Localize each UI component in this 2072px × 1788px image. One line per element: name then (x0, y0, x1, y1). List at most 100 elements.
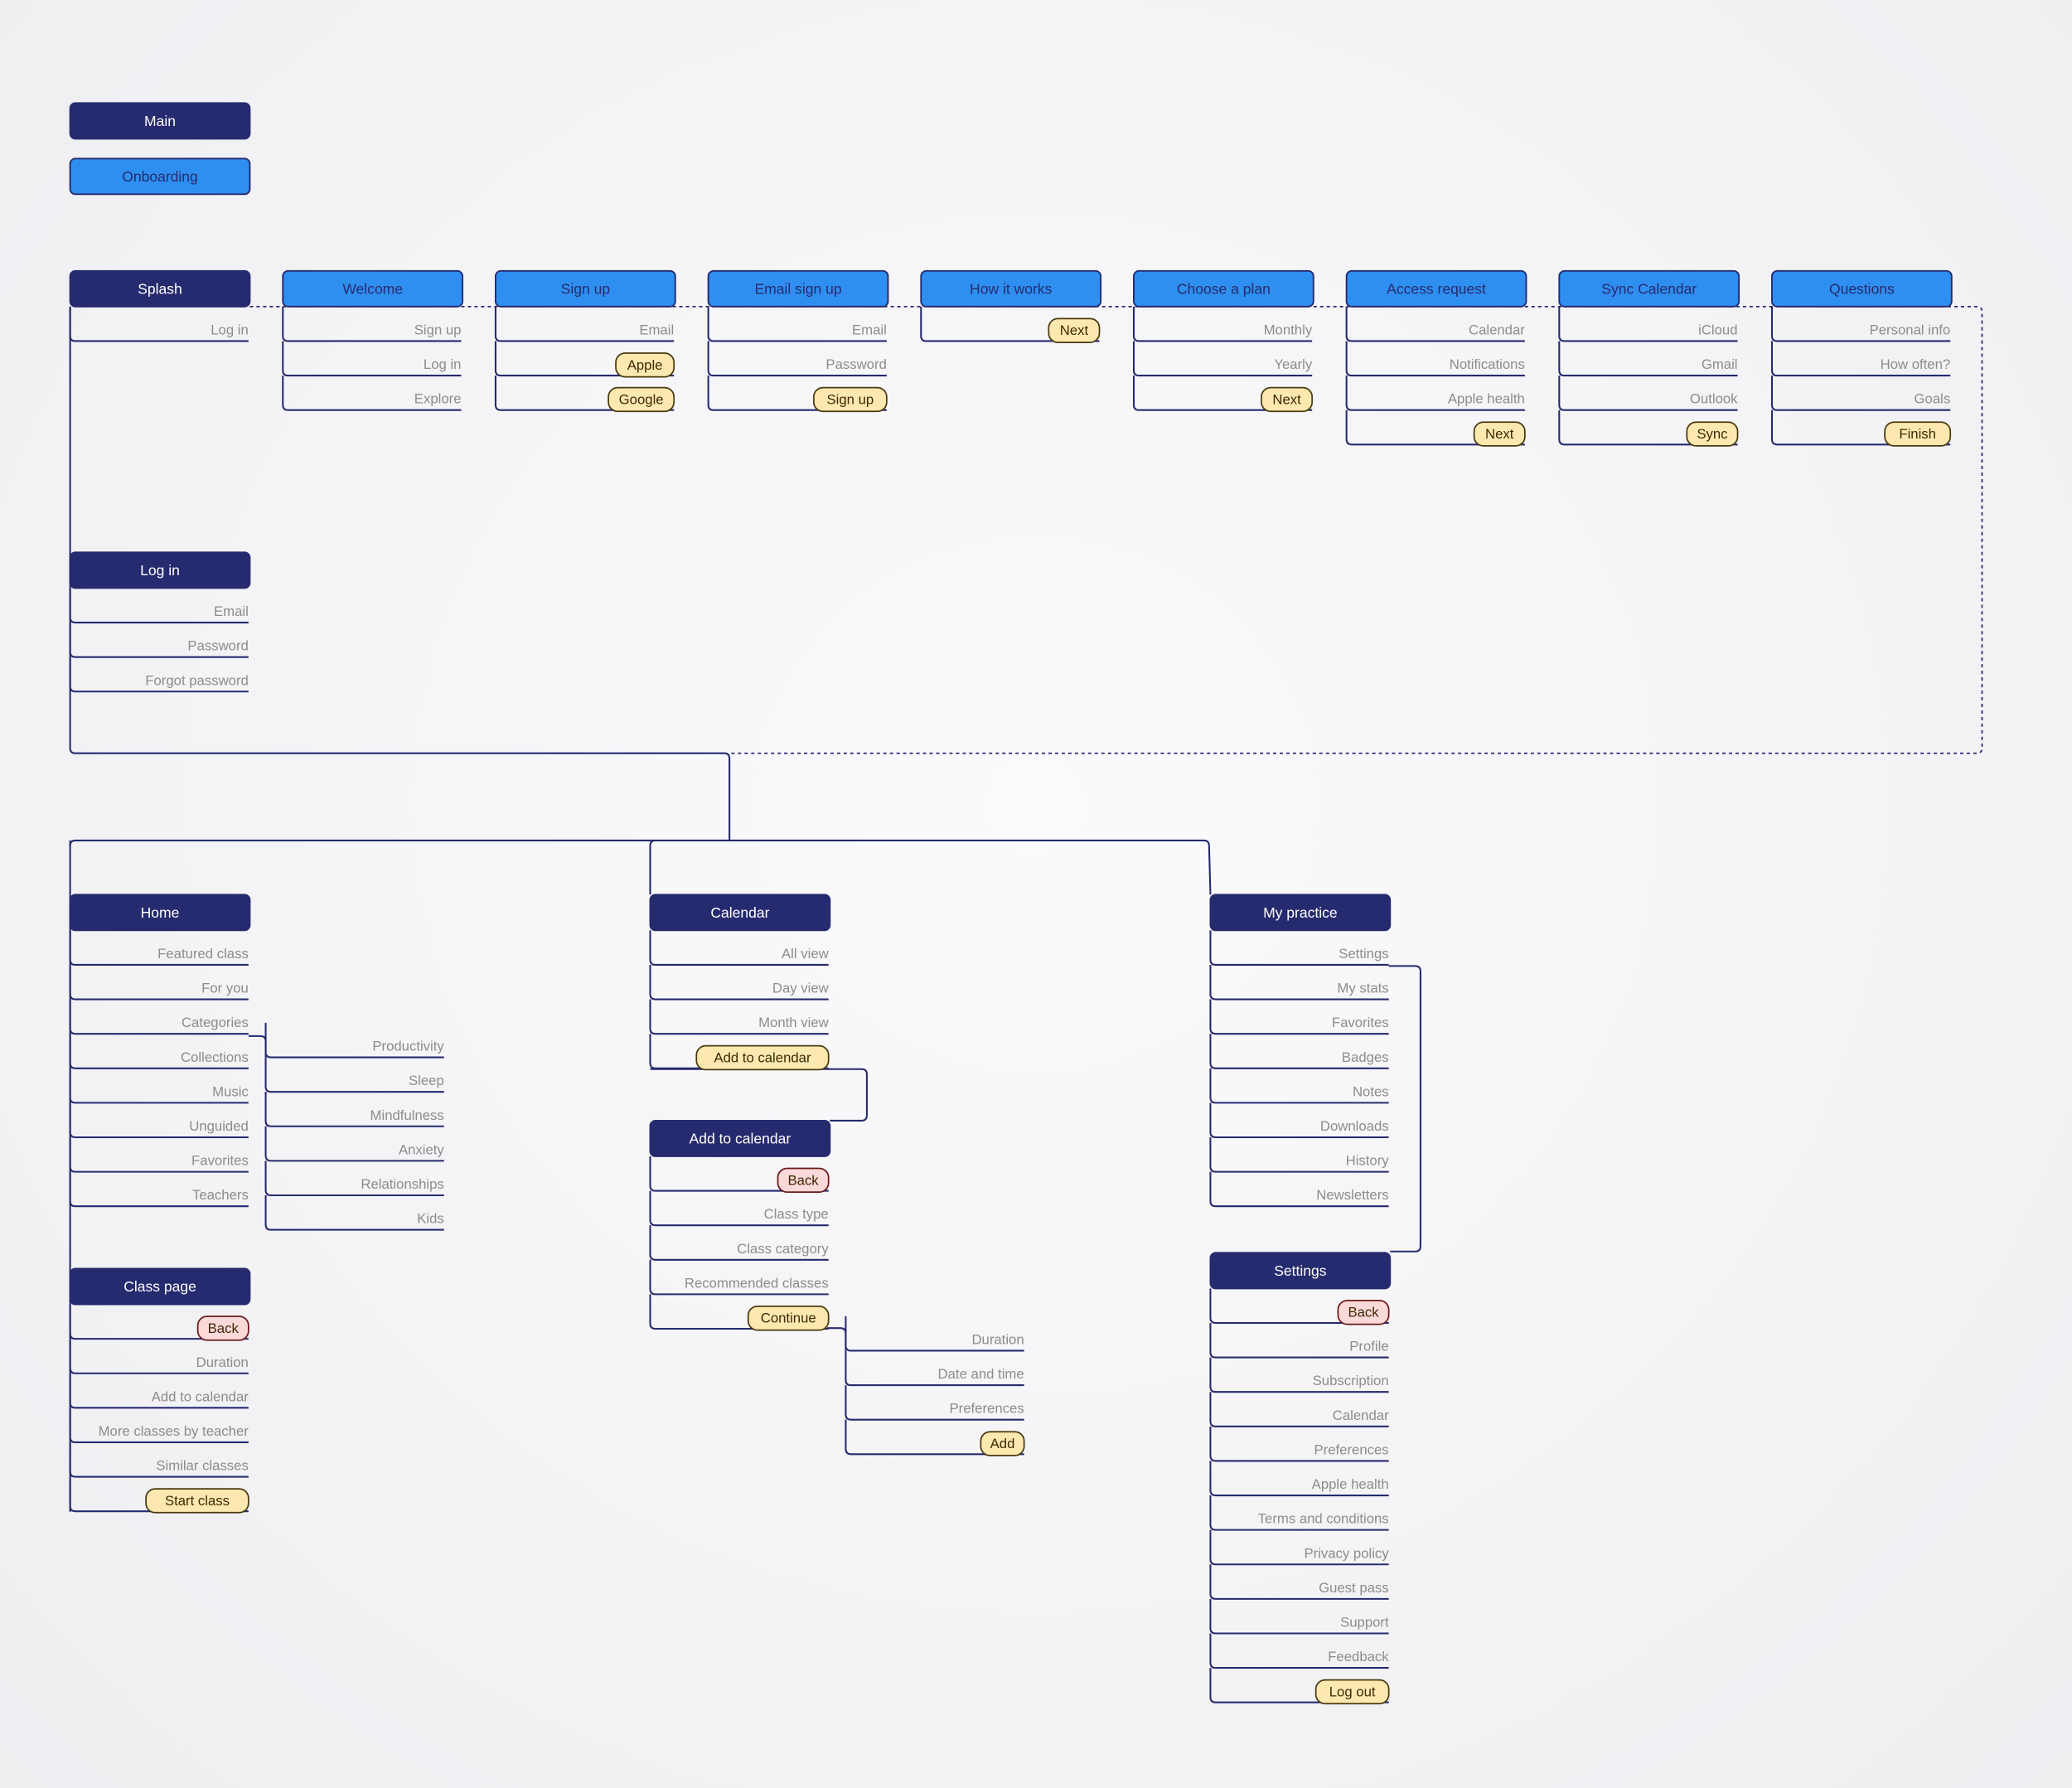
screen-item[interactable]: Sync (1686, 421, 1739, 447)
action-button[interactable] (980, 1431, 1025, 1456)
screen-item[interactable]: Sign up (414, 322, 462, 338)
screen-item[interactable]: Favorites (1332, 1015, 1389, 1030)
screen-item[interactable]: Yearly (1274, 356, 1312, 372)
screen-item[interactable]: Next (1048, 317, 1101, 343)
screen-header[interactable] (649, 894, 831, 932)
screen-item[interactable]: Sign up (812, 386, 888, 413)
screen-item[interactable]: Finish (1884, 421, 1952, 447)
back-button[interactable] (777, 1167, 830, 1194)
screen-item[interactable]: Guest pass (1319, 1580, 1389, 1596)
screen-item[interactable]: Log in (211, 322, 249, 338)
screen-item[interactable]: Log in (424, 356, 462, 372)
screen-item[interactable]: My stats (1337, 981, 1388, 996)
screen-item[interactable]: Add (980, 1431, 1025, 1456)
screen-header[interactable] (707, 269, 889, 308)
screen-header[interactable] (69, 269, 251, 308)
screen-item[interactable]: Categories (182, 1015, 249, 1030)
screen-item[interactable]: Newsletters (1316, 1187, 1388, 1203)
screen-item[interactable]: Privacy policy (1304, 1545, 1389, 1561)
action-button[interactable] (1473, 421, 1526, 447)
screen-item[interactable]: How often? (1881, 356, 1951, 372)
screen-item[interactable]: Subscription (1313, 1373, 1389, 1388)
screen-item[interactable]: Terms and conditions (1258, 1511, 1389, 1527)
screen-item[interactable]: Apple health (1448, 391, 1525, 407)
action-button[interactable] (1261, 386, 1314, 413)
screen-header[interactable] (1209, 1252, 1392, 1290)
screen-header[interactable] (495, 269, 676, 308)
action-button[interactable] (608, 386, 675, 413)
screen-item[interactable]: Music (212, 1083, 249, 1099)
screen-item[interactable]: Duration (196, 1354, 249, 1370)
screen-header[interactable] (1345, 269, 1527, 308)
screen-item[interactable]: Class category (737, 1241, 829, 1257)
screen-item[interactable]: Continue (747, 1306, 830, 1331)
screen-item[interactable]: Outlook (1690, 391, 1738, 407)
screen-item[interactable]: Goals (1915, 391, 1951, 407)
screen-item[interactable]: Kids (417, 1211, 444, 1227)
screen-item[interactable]: Class type (764, 1206, 829, 1222)
screen-header[interactable] (1558, 269, 1740, 308)
screen-item[interactable]: Email (214, 603, 249, 619)
screen-item[interactable]: History (1346, 1153, 1390, 1169)
screen-item[interactable]: Apple (615, 352, 675, 378)
screen-item[interactable]: Day view (772, 981, 830, 996)
screen-item[interactable]: Feedback (1328, 1649, 1389, 1664)
screen-item[interactable]: Add to calendar (695, 1044, 830, 1071)
screen-header[interactable] (1209, 894, 1392, 932)
screen-item[interactable]: Gmail (1702, 356, 1738, 372)
screen-item[interactable]: Recommended classes (685, 1275, 829, 1291)
screen-item[interactable]: Teachers (192, 1187, 249, 1203)
screen-item[interactable]: Badges (1342, 1049, 1389, 1065)
screen-item[interactable]: Productivity (372, 1039, 444, 1054)
screen-item[interactable]: Favorites (191, 1153, 249, 1169)
screen-item[interactable]: Password (187, 638, 248, 654)
screen-item[interactable]: Notifications (1450, 356, 1525, 372)
screen-header[interactable] (920, 269, 1102, 308)
screen-item[interactable]: Relationships (361, 1176, 443, 1192)
screen-item[interactable]: Next (1473, 421, 1526, 447)
screen-item[interactable]: Explore (414, 391, 462, 407)
screen-item[interactable]: iCloud (1698, 322, 1737, 338)
screen-item[interactable]: Duration (971, 1331, 1024, 1347)
screen-item[interactable]: All view (782, 946, 830, 962)
screen-item[interactable]: Anxiety (399, 1141, 444, 1157)
action-button[interactable] (695, 1044, 830, 1071)
screen-item[interactable]: Profile (1349, 1339, 1388, 1354)
screen-header[interactable] (282, 269, 464, 308)
screen-item[interactable]: Month view (758, 1015, 829, 1030)
screen-header[interactable] (69, 894, 251, 932)
screen-item[interactable]: Mindfulness (370, 1107, 444, 1123)
screen-header[interactable] (69, 1267, 251, 1306)
screen-item[interactable]: Notes (1353, 1083, 1389, 1099)
screen-item[interactable]: Preferences (1314, 1442, 1389, 1457)
screen-item[interactable]: Password (825, 356, 886, 372)
back-button[interactable] (196, 1316, 249, 1341)
screen-item[interactable]: Forgot password (145, 672, 249, 688)
screen-item[interactable]: Personal info (1870, 322, 1951, 338)
screen-item[interactable]: Add to calendar (152, 1388, 249, 1404)
screen-item[interactable]: Similar classes (156, 1458, 248, 1474)
action-button[interactable] (1314, 1679, 1390, 1705)
screen-header[interactable] (69, 551, 251, 589)
screen-header[interactable] (1771, 269, 1953, 308)
screen-item[interactable]: Back (196, 1316, 249, 1341)
screen-item[interactable]: Collections (181, 1049, 249, 1065)
screen-item[interactable]: Calendar (1469, 322, 1525, 338)
back-button[interactable] (1337, 1300, 1390, 1325)
screen-item[interactable]: Email (852, 322, 887, 338)
action-button[interactable] (812, 386, 888, 413)
action-button[interactable] (747, 1306, 830, 1331)
screen-item[interactable]: Preferences (949, 1401, 1024, 1417)
action-button[interactable] (1686, 421, 1739, 447)
screen-item[interactable]: Calendar (1333, 1408, 1389, 1423)
screen-item[interactable]: Settings (1339, 946, 1388, 962)
screen-header[interactable] (649, 1119, 831, 1157)
action-button[interactable] (615, 352, 675, 378)
screen-item[interactable]: Email (639, 322, 674, 338)
screen-item[interactable]: Back (1337, 1300, 1390, 1325)
screen-item[interactable]: Downloads (1320, 1118, 1389, 1134)
action-button[interactable] (1048, 317, 1101, 343)
screen-item[interactable]: Apple health (1312, 1476, 1389, 1492)
screen-item[interactable]: More classes by teacher (99, 1423, 249, 1439)
screen-item[interactable]: Monthly (1264, 322, 1313, 338)
